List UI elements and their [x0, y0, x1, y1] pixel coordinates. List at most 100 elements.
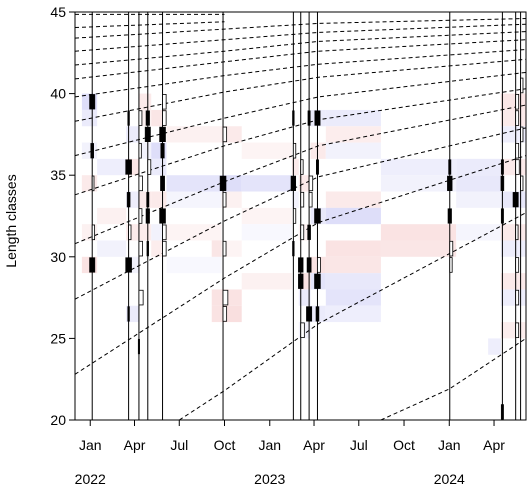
sample-bar	[147, 159, 152, 175]
residual-cell	[325, 273, 381, 290]
sample-bar	[89, 257, 96, 273]
residual-cell	[241, 207, 292, 225]
sample-bar	[222, 306, 228, 322]
residual-cell	[500, 93, 526, 110]
growth-curve	[74, 49, 527, 98]
residual-cell	[221, 175, 242, 192]
growth-curve	[74, 39, 527, 80]
residual-cell	[325, 256, 381, 274]
residual-cell	[138, 191, 152, 208]
sample-bar	[162, 240, 167, 257]
sample-bar	[512, 192, 519, 208]
y-tick-label: 40	[50, 86, 66, 102]
residual-cell	[211, 305, 222, 323]
residual-cell	[456, 175, 501, 192]
x-tick-label: Jul	[350, 437, 368, 453]
residual-cell	[298, 175, 311, 192]
residual-cell	[97, 240, 127, 257]
y-axis-title: Length classes	[3, 174, 19, 267]
residual-cell	[380, 224, 457, 241]
sample-bar	[308, 191, 313, 208]
sample-bar	[315, 306, 320, 322]
sample-bar	[515, 110, 520, 126]
sample-bar	[308, 175, 314, 192]
residual-cell	[97, 207, 127, 225]
sample-bar	[138, 142, 142, 159]
sample-bar	[138, 240, 143, 257]
sample-bar	[298, 257, 304, 273]
sample-bar	[307, 110, 311, 126]
residual-cell	[500, 126, 526, 143]
sample-bar	[162, 94, 167, 110]
sample-bar	[162, 110, 167, 126]
sample-bar	[219, 175, 227, 191]
sample-bar	[91, 175, 95, 192]
sample-bar	[125, 159, 132, 175]
residual-cell	[380, 240, 457, 257]
residual-cell	[325, 305, 381, 323]
sample-bar	[306, 306, 313, 322]
sample-bar	[292, 208, 297, 224]
sample-bar	[314, 273, 321, 289]
x-year-label: 2022	[75, 471, 106, 487]
sample-bar	[300, 191, 305, 208]
x-tick-label: Apr	[483, 437, 505, 453]
sample-bar	[144, 126, 151, 142]
growth-curve	[74, 127, 527, 300]
sample-bar	[515, 224, 519, 241]
growth-curve	[380, 337, 527, 421]
x-tick-label: Apr	[303, 437, 325, 453]
sample-bar	[307, 224, 311, 240]
residual-cell	[456, 158, 501, 176]
x-tick-label: Oct	[393, 437, 415, 453]
residual-cell	[298, 289, 311, 306]
sample-bar	[160, 175, 165, 191]
x-year-label: 2023	[254, 471, 285, 487]
residual-cell	[166, 191, 222, 208]
residual-cell	[456, 191, 501, 208]
residual-cell	[500, 273, 526, 290]
residual-cell	[221, 191, 242, 208]
sample-lines	[89, 12, 524, 420]
sample-bar	[127, 110, 130, 126]
x-tick-label: Jan	[438, 437, 461, 453]
x-year-label: 2024	[434, 471, 465, 487]
residual-cell	[500, 109, 526, 127]
residual-cell	[126, 224, 139, 241]
y-tick-label: 25	[50, 330, 66, 346]
sample-bar	[515, 257, 520, 273]
sample-bar	[314, 110, 321, 126]
sample-bar	[159, 126, 166, 142]
residual-cell	[211, 240, 222, 257]
residual-cell	[325, 191, 381, 208]
sample-bar	[500, 159, 504, 175]
sample-bar	[138, 208, 143, 224]
residual-cell	[380, 175, 457, 192]
growth-curve	[74, 58, 527, 122]
sample-bar	[447, 175, 453, 191]
residual-cell	[500, 224, 526, 241]
sample-bar	[222, 240, 227, 257]
growth-curve	[74, 21, 225, 28]
sample-bar	[145, 208, 150, 224]
residual-cell	[97, 158, 127, 176]
sample-bar	[222, 289, 229, 306]
sample-bar	[447, 208, 452, 224]
y-axis: 20 25 30 35 40 45	[50, 4, 75, 428]
x-tick-label: Apr	[124, 437, 146, 453]
sample-bar	[138, 289, 144, 306]
sample-bar	[160, 143, 165, 159]
residual-cell	[211, 289, 222, 306]
residual-cell	[310, 142, 326, 159]
residual-cell	[151, 158, 167, 176]
residual-cell	[325, 240, 381, 257]
sample-bar	[290, 175, 297, 191]
residual-cell	[221, 240, 242, 257]
growth-curve	[74, 31, 527, 66]
residual-cell	[81, 175, 98, 192]
residual-cell	[325, 142, 381, 159]
residual-cell	[151, 191, 167, 208]
y-tick-label: 30	[50, 249, 66, 265]
sample-bar	[91, 224, 96, 241]
y-tick-label: 45	[50, 4, 66, 20]
